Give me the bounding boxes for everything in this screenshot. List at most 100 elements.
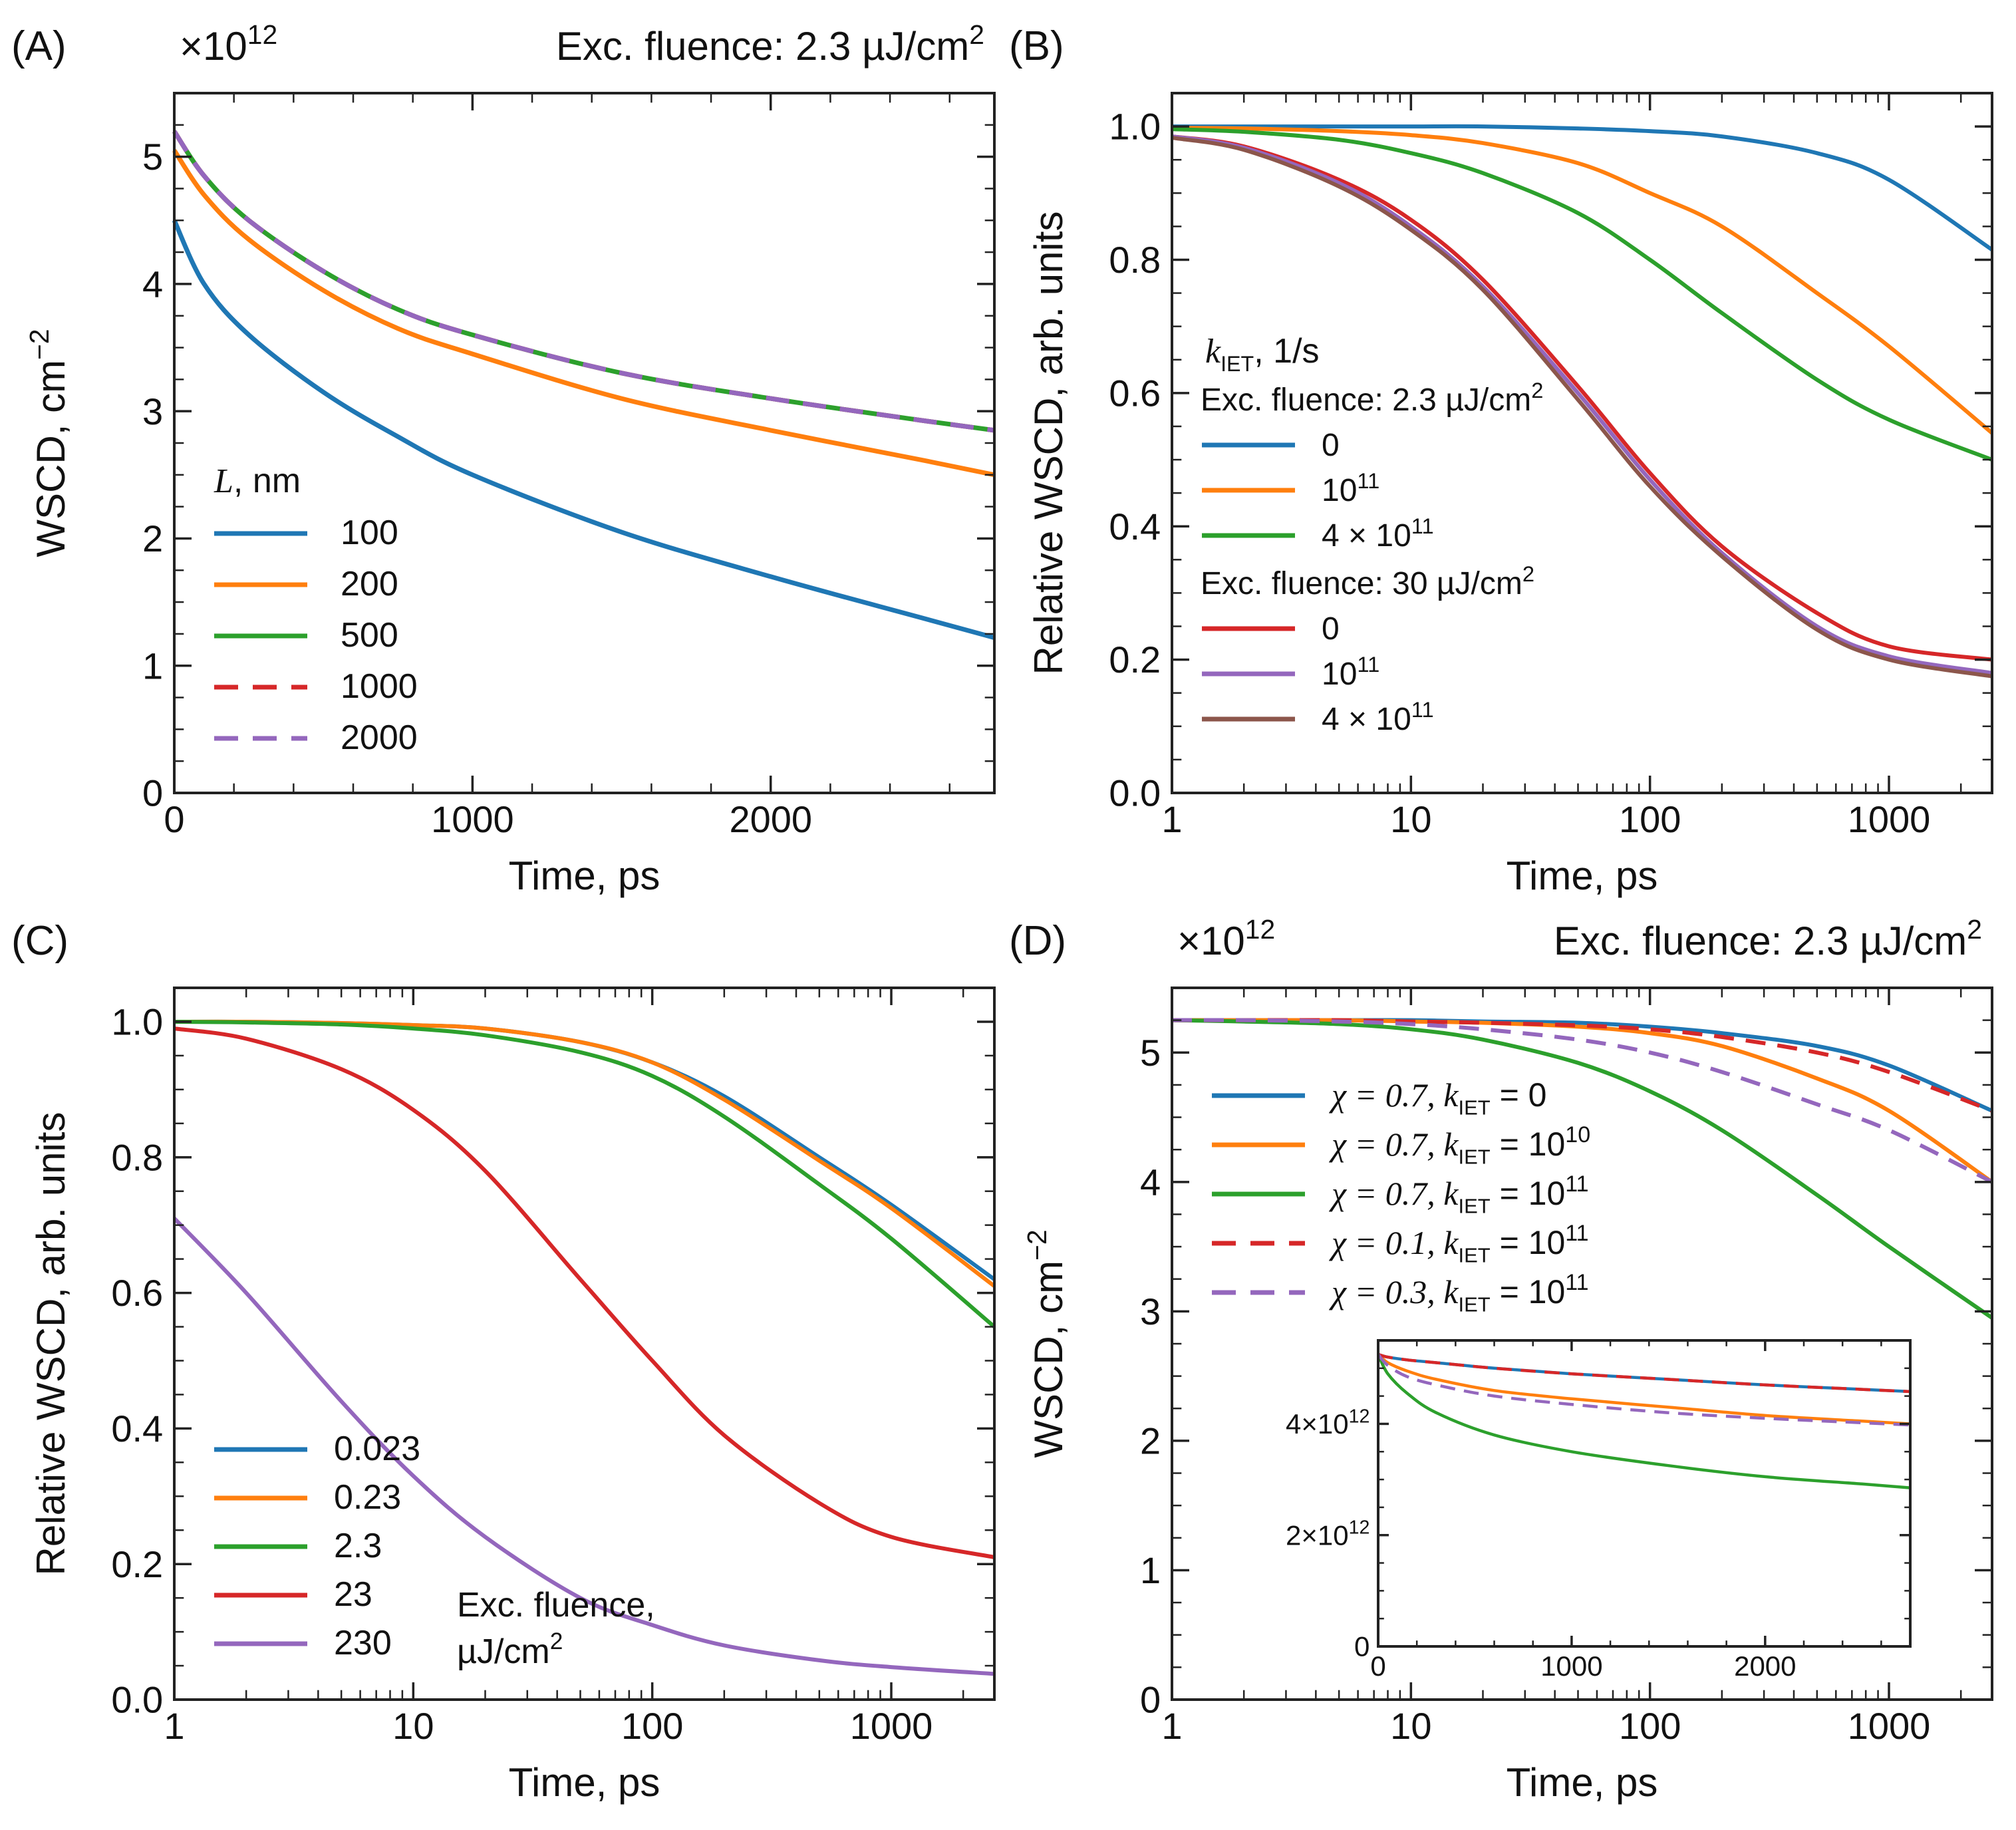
a-legend-title: L, nm (214, 462, 301, 500)
c-series-line-purple (172, 1217, 995, 1676)
a-multiplier: ×1012​ (180, 19, 277, 69)
d-multiplier-part: ×10 (1177, 919, 1245, 963)
b-y-tick-label-part: 0.8 (1109, 239, 1161, 281)
d-x-tick-label: 10 (1390, 1705, 1431, 1747)
c-y-tick-label-part: 0.0 (111, 1679, 163, 1721)
a-y-tick-label-part: 0 (142, 772, 163, 814)
d-legend-label-part: = 10 (1491, 1273, 1566, 1310)
d-inset-y-tick-label-part: 0 (1354, 1631, 1369, 1662)
c-y-axis-label: Relative WSCD, arb. units (29, 1112, 73, 1576)
c-y-tick-label: 0.4 (111, 1408, 163, 1449)
d-inset-series-line-red (1377, 1352, 1911, 1394)
d-legend-label-sub: IET (1458, 1293, 1490, 1316)
b-legend-title: kIET​, 1/s (1205, 332, 1320, 376)
d-y-tick-label: 4 (1140, 1161, 1161, 1203)
b-series-line-green (1171, 127, 1993, 462)
a-x-tick-label: 1000 (431, 798, 514, 840)
b-series-line-blue (1172, 124, 1993, 251)
d-legend-label-part: k (1443, 1076, 1459, 1114)
d-inset-x-tick-label: 1000 (1540, 1650, 1602, 1682)
c-y-axis-label-part: Relative WSCD, arb. units (29, 1112, 73, 1576)
d-title: Exc. fluence: 2.3 µJ/cm2​ (1554, 914, 1982, 963)
b-y-tick-label: 0.8 (1109, 239, 1161, 281)
c-axes-frame (173, 987, 996, 1701)
c-annotation-line2-part: µJ/cm (457, 1632, 550, 1671)
c-series-line-green (174, 1020, 996, 1328)
d-inset-y-tick-label: 4×1012​ (1286, 1406, 1369, 1440)
a-y-tick-label: 0 (142, 772, 163, 814)
d-title-sup: 2 (1967, 914, 1982, 945)
b-y-tick-label: 0.4 (1109, 506, 1161, 547)
b-panel-label: (B) (1009, 23, 1064, 69)
d-inset-y-tick-label-sup: 12 (1349, 1517, 1370, 1539)
c-legend-label: 230 (334, 1624, 392, 1662)
b-series-line-red (1171, 134, 1993, 662)
d-legend-label-part: k (1443, 1175, 1459, 1212)
c-annotation-line2: µJ/cm2​ (457, 1628, 563, 1671)
a-x-tick-label: 0 (164, 798, 184, 840)
d-y-tick-label: 5 (1140, 1032, 1161, 1074)
d-legend-label-part: = 0 (1491, 1076, 1547, 1114)
a-multiplier-sup: 12 (247, 19, 277, 50)
b-series-line-brown (1171, 136, 1993, 679)
d-inset-series-line-green (1376, 1353, 1911, 1489)
d-inset-series-line-orange (1377, 1353, 1911, 1426)
c-x-tick-label: 1 (164, 1705, 184, 1747)
c-y-tick-label-part: 0.4 (111, 1408, 163, 1449)
c-y-tick-label-part: 0.8 (111, 1136, 163, 1178)
b-series-line-purple (1171, 134, 1993, 675)
a-legend-label: 500 (341, 616, 398, 655)
c-y-tick-label: 1.0 (111, 1001, 163, 1043)
b-x-tick-label: 1 (1161, 798, 1182, 840)
b-legend-label: 0 (1322, 611, 1340, 647)
a-title-part: Exc. fluence: 2.3 µJ/cm (556, 24, 969, 69)
d-legend-label-part: k (1443, 1126, 1459, 1163)
d-legend-label-part: χ = 0.7, (1329, 1126, 1443, 1163)
c-x-tick-label: 100 (621, 1705, 683, 1747)
d-x-tick-label: 1 (1161, 1705, 1182, 1747)
b-y-axis-label: Relative WSCD, arb. units (1026, 212, 1071, 675)
d-inset-axes-frame (1377, 1339, 1912, 1648)
d-inset-x-tick-label: 0 (1370, 1650, 1385, 1682)
b-legend-label-part: 4 × 10 (1322, 702, 1411, 737)
b-legend-label-sup: 11 (1411, 697, 1434, 722)
d-panel-label: (D) (1009, 918, 1066, 964)
d-inset-x-tick-label: 2000 (1734, 1650, 1796, 1682)
b-legend-label-part: 0 (1322, 611, 1340, 647)
d-legend-label: χ = 0.3, kIET​ = 1011​ (1329, 1270, 1589, 1316)
c-legend-label: 0.23 (334, 1478, 401, 1517)
b-x-axis-label: Time, ps (1507, 853, 1658, 898)
c-panel-label: (C) (11, 918, 69, 964)
b-legend-title-part: , 1/s (1254, 332, 1319, 371)
b-y-tick-label: 0.2 (1109, 639, 1161, 681)
d-legend-label-part: k (1443, 1273, 1459, 1310)
d-legend-label-sup: 10 (1565, 1122, 1590, 1147)
d-legend-label-part: χ = 0.3, (1329, 1273, 1443, 1310)
b-legend-group-title-sup: 2 (1522, 561, 1534, 586)
d-multiplier-sup: 12 (1245, 914, 1275, 945)
b-legend-group-title: Exc. fluence: 30 µJ/cm2​ (1201, 561, 1534, 601)
b-legend-label: 1011​ (1322, 652, 1379, 692)
a-x-axis-label: Time, ps (509, 853, 660, 898)
d-legend-label-sup: 11 (1565, 1171, 1588, 1197)
c-y-tick-label-part: 1.0 (111, 1001, 163, 1043)
d-inset-y-tick-label: 2×1012​ (1286, 1517, 1369, 1551)
b-legend-title-part: k (1205, 333, 1221, 371)
b-legend-label: 4 × 1011​ (1322, 697, 1434, 737)
d-y-tick-label-part: 0 (1140, 1679, 1161, 1721)
panel-c: 1 10 100 1000 0.0 0.2 0.4 0.6 0.8 1.0 Time, ps Rela… (11, 918, 996, 1805)
c-y-tick-label: 0.6 (111, 1272, 163, 1314)
d-series-line-purple (1171, 1018, 1993, 1184)
d-y-tick-label-part: 1 (1140, 1549, 1161, 1591)
b-y-tick-label: 1.0 (1109, 106, 1161, 148)
d-y-axis-label-sup: −2 (1022, 1229, 1052, 1261)
d-y-axis-label-part: WSCD, cm (1026, 1261, 1071, 1458)
b-legend-group-title-part: Exc. fluence: 30 µJ/cm (1201, 566, 1522, 601)
d-x-axis-label: Time, ps (1507, 1760, 1658, 1805)
d-legend-label: χ = 0.1, kIET​ = 1011​ (1329, 1221, 1589, 1267)
d-y-tick-label: 1 (1140, 1549, 1161, 1591)
a-title: Exc. fluence: 2.3 µJ/cm2​ (556, 19, 984, 69)
d-legend-label-sub: IET (1458, 1145, 1490, 1169)
